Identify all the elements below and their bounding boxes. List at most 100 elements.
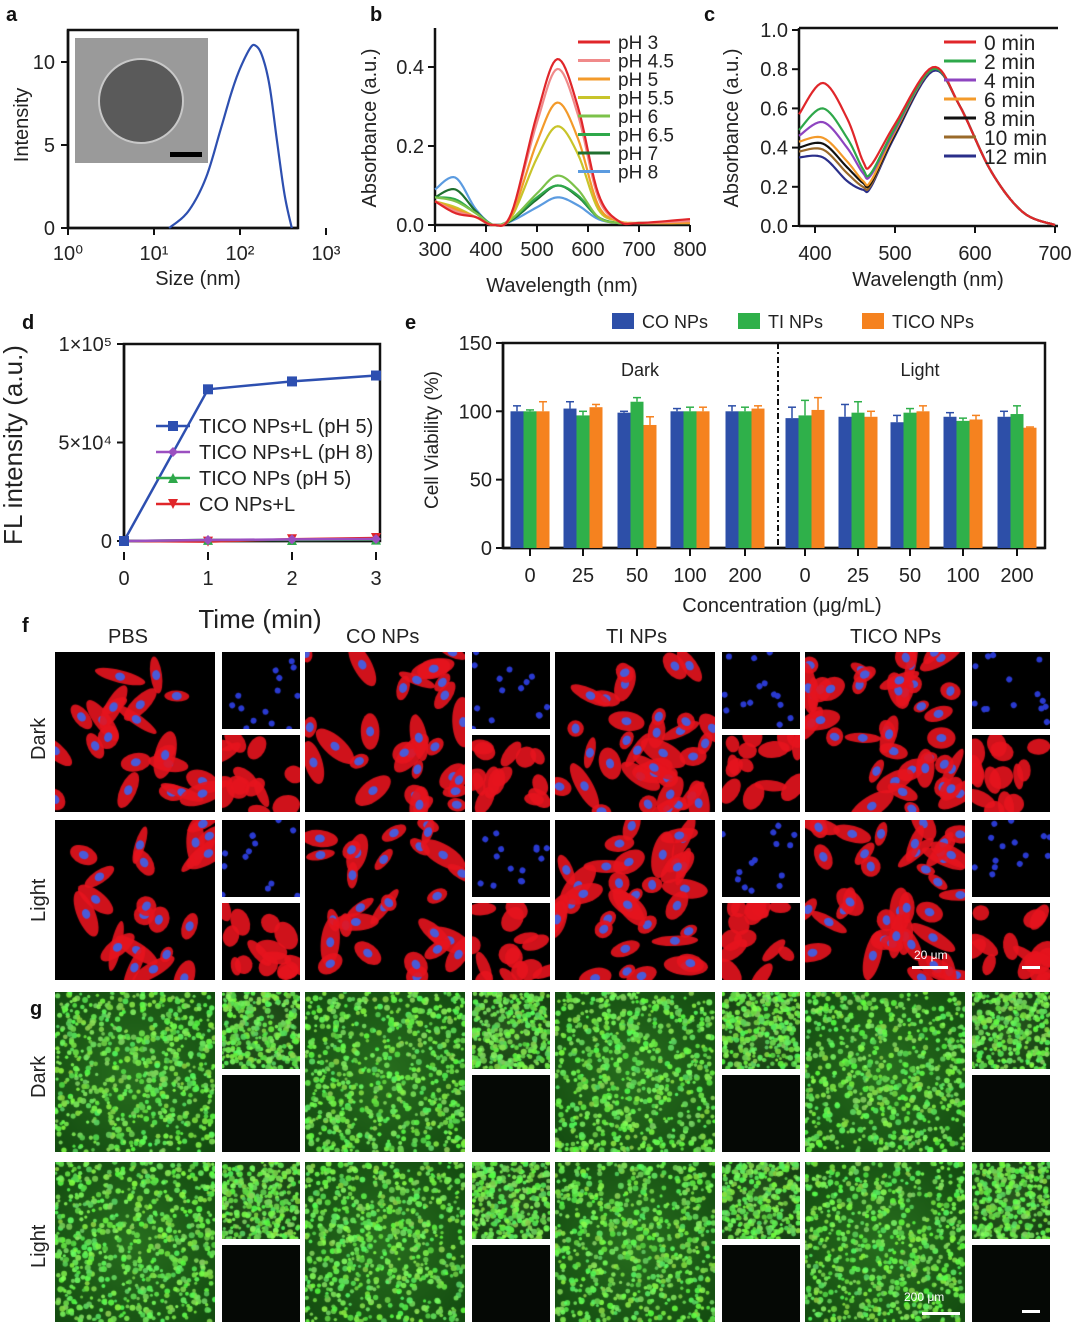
fluorescence-image-f xyxy=(305,820,465,980)
live-dead-image-g xyxy=(555,1162,715,1322)
bar-ti-nps xyxy=(683,411,697,548)
tick-label-e-x: 50 xyxy=(899,565,921,587)
dead-cells-image-g xyxy=(472,1074,550,1152)
legend-label-c: 8 min xyxy=(984,108,1035,131)
nuclei-image-f xyxy=(722,820,800,897)
data-point-d xyxy=(119,536,129,546)
legend-label-b: pH 5 xyxy=(618,70,658,91)
live-dead-image-g xyxy=(805,992,965,1152)
cytoskeleton-image-f xyxy=(222,902,300,980)
series-line-pH3 xyxy=(434,57,691,227)
live-cells-image-g xyxy=(972,992,1050,1069)
tick-label-a-x: 10³ xyxy=(312,243,341,265)
nuclei-image-f xyxy=(972,652,1050,729)
legend-label-c: 6 min xyxy=(984,89,1035,112)
tick-label-e-y: 150 xyxy=(459,333,492,355)
panel-label-e: e xyxy=(405,312,417,334)
legend-label-c: 0 min xyxy=(984,32,1035,55)
legend-label-d: TICO NPs+L (pH 5) xyxy=(199,416,373,438)
tick-label-e-x: 50 xyxy=(626,565,648,587)
bar-tico-nps xyxy=(751,408,765,548)
nuclei-image-f xyxy=(472,820,550,897)
cytoskeleton-image-f xyxy=(472,734,550,812)
tem-nanoparticle xyxy=(98,58,184,144)
series-line-pH8 xyxy=(434,175,690,227)
bar-ti-nps xyxy=(576,415,590,548)
column-label-tico: TICO NPs xyxy=(850,626,942,648)
scale-bar-f-label: 20 μm xyxy=(914,948,948,962)
tick-label-b-y: 0.4 xyxy=(396,57,424,79)
column-label-ti: TI NPs xyxy=(606,626,668,648)
bar-co-nps xyxy=(785,418,799,548)
tick-label-c-x: 600 xyxy=(958,243,991,265)
legend-label-b: pH 5.5 xyxy=(618,89,674,110)
bar-co-nps xyxy=(838,416,852,548)
fluorescence-image-f xyxy=(55,820,215,980)
live-cells-image-g xyxy=(972,1162,1050,1239)
tick-label-e-x: 25 xyxy=(847,565,869,587)
cytoskeleton-image-f xyxy=(722,902,800,980)
bar-tico-nps xyxy=(536,411,550,548)
live-dead-image-g xyxy=(55,992,215,1152)
legend-label-b: pH 3 xyxy=(618,33,658,54)
panel-label-d: d xyxy=(22,312,35,334)
tick-label-b-x: 600 xyxy=(571,239,604,261)
bar-co-nps xyxy=(997,416,1011,548)
tick-label-e-y: 100 xyxy=(459,401,492,423)
legend-swatch-e xyxy=(738,313,760,329)
bar-co-nps xyxy=(670,411,684,548)
x-axis-label-e: Concentration (μg/mL) xyxy=(682,595,881,617)
bar-ti-nps xyxy=(1010,414,1024,548)
bar-tico-nps xyxy=(916,411,930,548)
nuclei-image-f xyxy=(472,652,550,729)
tick-label-b-x: 700 xyxy=(622,239,655,261)
row-label-f-light: Light xyxy=(28,878,50,922)
tick-label-b-y: 0.0 xyxy=(396,215,424,237)
bar-co-nps xyxy=(725,411,739,548)
legend-label-b: pH 4.5 xyxy=(618,52,674,73)
dead-cells-image-g xyxy=(722,1074,800,1152)
tick-label-e-x: 0 xyxy=(524,565,535,587)
bar-tico-nps xyxy=(811,409,825,548)
scale-bar-g-label: 200 μm xyxy=(904,1290,945,1304)
scale-bar-g-inset xyxy=(1022,1310,1040,1313)
data-point-d xyxy=(371,370,381,381)
nuclei-image-f xyxy=(222,820,300,897)
tick-label-e-x: 200 xyxy=(1000,565,1033,587)
tick-label-d-y: 0 xyxy=(101,531,112,553)
fluorescence-image-f xyxy=(805,652,965,812)
tick-label-d-y: 1×10⁵ xyxy=(59,334,112,356)
row-label-g-dark: Dark xyxy=(28,1055,50,1098)
bar-tico-nps xyxy=(969,419,983,548)
series-line-0min xyxy=(798,65,1056,227)
tick-label-b-x: 800 xyxy=(673,239,706,261)
cytoskeleton-image-f xyxy=(222,734,300,812)
scale-bar-f-inset xyxy=(1022,966,1040,969)
bar-co-nps xyxy=(943,416,957,548)
legend-swatch-e xyxy=(862,313,884,329)
tick-label-e-x: 100 xyxy=(673,565,706,587)
legend-label-b: pH 7 xyxy=(618,144,658,165)
live-dead-image-g xyxy=(805,1162,965,1322)
tick-label-c-y: 0.0 xyxy=(760,216,788,238)
legend-label-e: TICO NPs xyxy=(892,312,974,332)
legend-label-d: TICO NPs+L (pH 8) xyxy=(199,442,373,464)
bar-tico-nps xyxy=(589,407,603,548)
dead-cells-image-g xyxy=(722,1244,800,1322)
scale-bar-g xyxy=(922,1312,960,1315)
tick-label-a-x: 10⁰ xyxy=(53,243,83,265)
tick-label-d-x: 1 xyxy=(202,568,213,590)
legend-label-c: 10 min xyxy=(984,127,1047,150)
row-label-f-dark: Dark xyxy=(28,717,50,760)
row-label-g-light: Light xyxy=(28,1224,50,1268)
x-axis-label-a: Size (nm) xyxy=(155,268,241,290)
legend-swatch-e xyxy=(612,313,634,329)
cytoskeleton-image-f xyxy=(972,734,1050,812)
group-label-dark: Dark xyxy=(621,360,660,380)
dead-cells-image-g xyxy=(472,1244,550,1322)
x-axis-label-b: Wavelength (nm) xyxy=(486,275,638,297)
panel-label-c: c xyxy=(704,4,716,26)
bar-tico-nps xyxy=(643,424,657,548)
live-cells-image-g xyxy=(222,1162,300,1239)
live-cells-image-g xyxy=(722,1162,800,1239)
